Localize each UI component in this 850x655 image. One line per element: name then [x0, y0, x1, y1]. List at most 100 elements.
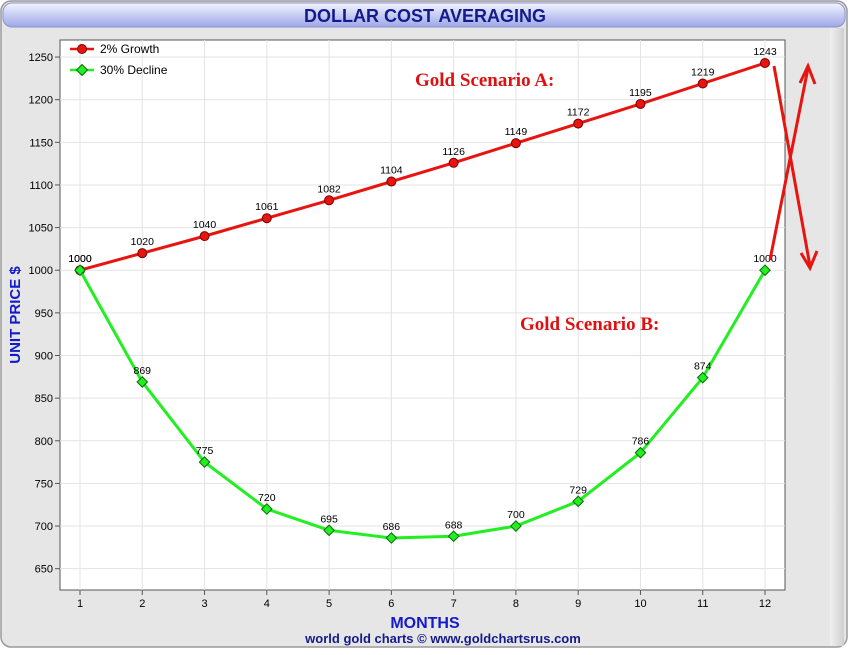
data-point	[573, 118, 584, 129]
series-line	[78, 269, 767, 540]
data-point	[260, 503, 273, 515]
x-axis-label: MONTHS	[390, 615, 460, 632]
data-label: 1000	[68, 253, 92, 265]
data-point	[634, 446, 647, 459]
y-tick-label: 950	[35, 308, 53, 320]
data-label: 775	[196, 445, 214, 457]
data-point	[635, 98, 646, 109]
y-axis-label: UNIT PRICE $	[7, 266, 24, 364]
data-label: 1219	[691, 66, 715, 78]
data-label: 720	[258, 492, 276, 504]
annotation-scenario-a: Gold Scenario A:	[415, 70, 554, 91]
data-point	[510, 520, 522, 532]
data-point	[385, 532, 398, 544]
arrow-up-line	[768, 67, 810, 261]
arrow-down-head	[799, 250, 819, 272]
data-label: 869	[134, 365, 152, 377]
data-label: 1243	[753, 46, 777, 58]
y-tick-label: 1000	[29, 265, 53, 277]
x-tick-label: 2	[139, 598, 145, 610]
data-point	[510, 138, 521, 149]
data-point	[572, 495, 585, 508]
x-tick-label: 6	[388, 598, 394, 610]
data-point	[448, 157, 459, 168]
data-point	[386, 176, 397, 187]
x-tick-label: 10	[634, 598, 646, 610]
x-tick-label: 7	[451, 598, 457, 610]
data-label: 1040	[193, 219, 217, 231]
title-bar	[2, 2, 846, 28]
arrow-down-line	[772, 65, 812, 267]
side-shading	[830, 28, 844, 646]
legend-label-decline: 30% Decline	[100, 63, 168, 77]
crossing-arrows	[768, 62, 819, 272]
series-growth: 1000 1020 1040 1061 1082 1104 1126 1149 1172 1195…	[68, 46, 777, 276]
y-tick-label: 1200	[29, 95, 53, 107]
y-axis-ticks: 650 700 750 800 850 900 950 1000 1050 1100 1150 120…	[29, 52, 60, 576]
x-tick-label: 4	[264, 598, 270, 610]
y-tick-label: 650	[35, 564, 53, 576]
legend-marker-growth	[77, 44, 87, 54]
data-point	[696, 371, 709, 384]
data-point	[759, 264, 771, 277]
data-point	[137, 248, 148, 259]
series-layer: 1000 1020 1040 1061 1082 1104 1126 1149 1172 1195…	[68, 46, 777, 544]
y-tick-label: 1100	[29, 180, 53, 192]
data-label: 700	[507, 509, 525, 521]
data-label: 686	[383, 521, 401, 533]
legend-marker-decline	[75, 63, 89, 77]
y-tick-label: 1050	[29, 223, 53, 235]
y-tick-label: 700	[35, 521, 53, 533]
data-label: 1082	[317, 183, 341, 195]
data-point	[261, 213, 272, 224]
x-axis-ticks: 1 2 3 4 5 6 7 8 9 10 11 12	[77, 590, 771, 610]
y-tick-label: 800	[35, 436, 53, 448]
data-point	[447, 530, 460, 543]
x-tick-label: 9	[575, 598, 581, 610]
y-tick-label: 900	[35, 351, 53, 363]
data-label: 695	[320, 513, 338, 525]
x-tick-label: 11	[697, 598, 708, 610]
data-label: 1000	[753, 253, 777, 265]
legend-label-growth: 2% Growth	[100, 42, 159, 56]
data-label: 1195	[629, 87, 652, 99]
data-label: 1061	[255, 201, 279, 213]
data-point	[323, 524, 335, 537]
y-tick-label: 1150	[29, 137, 53, 149]
y-tick-label: 1250	[29, 52, 53, 64]
data-label: 1126	[442, 146, 465, 158]
data-label: 786	[632, 436, 650, 448]
data-point	[324, 195, 335, 206]
data-label: 1149	[505, 126, 528, 138]
data-label: 874	[694, 361, 712, 373]
series-line	[79, 61, 766, 272]
data-label: 1104	[380, 165, 403, 177]
annotation-scenario-b: Gold Scenario B:	[520, 314, 659, 335]
data-label: 1020	[131, 236, 155, 248]
x-tick-label: 8	[513, 598, 519, 610]
data-label: 688	[445, 519, 463, 531]
data-point	[199, 231, 210, 242]
data-label: 729	[569, 484, 587, 496]
chart-title: DOLLAR COST AVERAGING	[304, 6, 546, 26]
data-label: 1000	[68, 253, 92, 265]
x-tick-label: 5	[326, 598, 332, 610]
footer-credit: world gold charts © www.goldchartsrus.co…	[304, 631, 581, 646]
arrow-up-head	[798, 62, 817, 85]
y-tick-label: 850	[35, 393, 53, 405]
y-tick-label: 750	[35, 478, 53, 490]
x-tick-label: 1	[77, 598, 83, 610]
data-point	[198, 456, 211, 469]
data-point	[760, 58, 770, 69]
data-label: 1172	[567, 107, 590, 119]
data-point	[697, 78, 708, 89]
grid	[60, 40, 785, 590]
x-tick-label: 3	[201, 598, 207, 610]
plot-area	[59, 39, 786, 591]
x-tick-label: 12	[759, 598, 771, 610]
data-point	[136, 376, 149, 388]
series-decline: 1000 869 775 720 695 686 688 700 729 786 874 1000	[68, 253, 777, 544]
data-point	[74, 264, 86, 277]
